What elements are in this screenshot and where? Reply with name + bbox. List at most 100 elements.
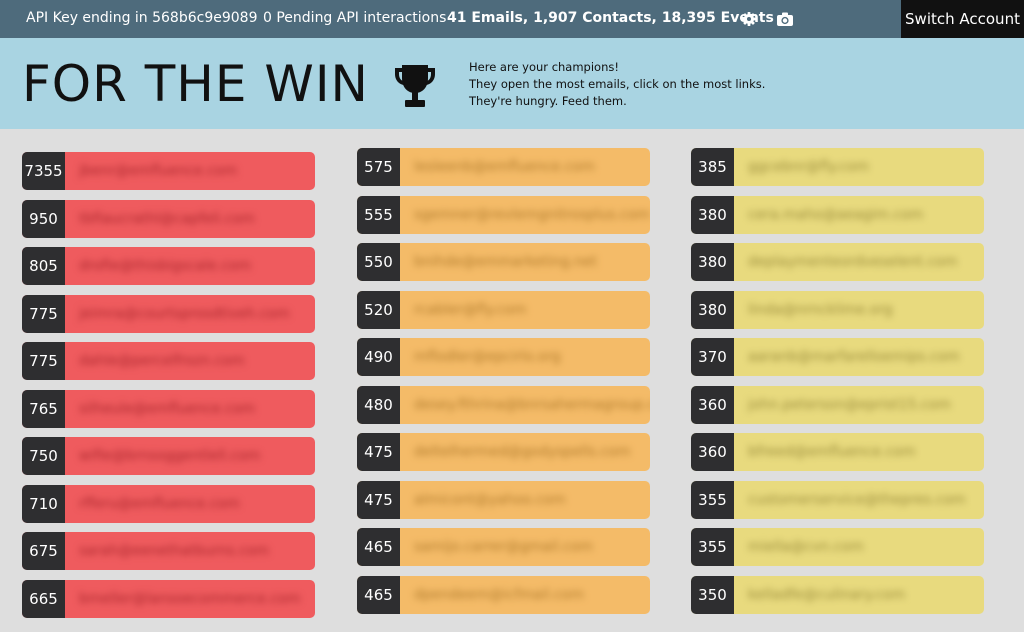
champion-email: samijo.carrer@gmail.com (414, 539, 593, 555)
champion-email: mflodler@epcirlo.org (414, 349, 561, 365)
champion-entry[interactable]: 675 sarah@eenethatburns.com (22, 532, 315, 570)
champion-entry[interactable]: 465 samijo.carrer@gmail.com (357, 528, 650, 566)
champion-score: 555 (357, 195, 400, 234)
champion-entry[interactable]: 475 almicont@yahoo.com (357, 480, 650, 519)
champion-email: deltelhermed@godyspells.com (414, 444, 631, 460)
api-key-label: API Key ending in 568b6c9e9089 (26, 10, 258, 26)
tagline-line: They open the most emails, click on the … (469, 77, 766, 91)
champion-email: deplaymenteordveselent.com (748, 254, 958, 270)
champion-score: 350 (691, 575, 734, 614)
tagline: Here are your champions! They open the m… (469, 59, 765, 110)
camera-icon[interactable] (775, 9, 795, 29)
champion-score: 710 (22, 484, 65, 523)
champion-score: 665 (22, 579, 65, 618)
champion-score: 575 (357, 148, 400, 186)
champion-score: 520 (357, 290, 400, 329)
champion-entry[interactable]: 550 bnihde@emmarketing.net (357, 243, 650, 281)
champion-entry[interactable]: 350 kelladfe@culinary.com (691, 575, 984, 614)
champion-score: 380 (691, 290, 734, 329)
top-bar: API Key ending in 568b6c9e9089 0 Pending… (0, 0, 1024, 38)
champion-entry[interactable]: 380 linda@nrncklime.org (691, 290, 984, 329)
champion-entry[interactable]: 765 silheule@emfluence.com (22, 389, 315, 428)
champion-score: 355 (691, 480, 734, 519)
gear-icon[interactable] (739, 9, 759, 29)
champion-entry[interactable]: 665 bmeller@lansoecommerce.com (22, 579, 315, 618)
champion-score: 465 (357, 575, 400, 614)
champion-email: jeimra@courtsprosdtiveh.com (79, 305, 290, 322)
champion-entry[interactable]: 775 dahle@percelfrozn.com (22, 342, 315, 380)
champion-email: desey.fthrina@bnrsahermagroup.com (414, 396, 650, 413)
champion-entry[interactable]: 360 john.peterson@eprist15.com (691, 385, 984, 424)
champion-entry[interactable]: 385 ggcebnr@fly.com (691, 148, 984, 186)
champion-score: 475 (357, 433, 400, 471)
champion-entry[interactable]: 710 rfferu@emfluence.com (22, 484, 315, 523)
champion-score: 550 (357, 243, 400, 281)
switch-account-button[interactable]: Switch Account (901, 0, 1024, 38)
champion-entry[interactable]: 465 dpendeem@icfmail.com (357, 575, 650, 614)
champion-email: lesleenb@emfluence.com (414, 159, 595, 175)
champion-email: tbfiaucrathl@capfeli.com (79, 210, 255, 227)
champion-score: 805 (22, 247, 65, 285)
champion-email: rcabler@fly.com (414, 301, 527, 318)
champion-score: 385 (691, 148, 734, 186)
champion-email: bmeller@lansoecommerce.com (79, 590, 301, 607)
champion-entry[interactable]: 355 customerservice@thepres.com (691, 480, 984, 519)
champion-email: dahle@percelfrozn.com (79, 353, 245, 369)
champion-entry[interactable]: 575 lesleenb@emfluence.com (357, 148, 650, 186)
champion-entry[interactable]: 355 miella@cvn.com (691, 528, 984, 566)
champion-score: 950 (22, 199, 65, 238)
account-stats-label: 41 Emails, 1,907 Contacts, 18,395 Events (447, 10, 774, 26)
champion-email: linda@nrncklime.org (748, 301, 893, 318)
champion-score: 775 (22, 294, 65, 333)
champion-email: bfreed@emfluence.com (748, 444, 916, 460)
champion-score: 380 (691, 195, 734, 234)
champion-email: silheule@emfluence.com (79, 400, 256, 417)
champion-email: ggcebnr@fly.com (748, 159, 870, 175)
champion-email: almicont@yahoo.com (414, 491, 566, 508)
champion-score: 380 (691, 243, 734, 281)
champion-score: 475 (357, 480, 400, 519)
champion-email: bnihde@emmarketing.net (414, 254, 598, 270)
champion-score: 750 (22, 437, 65, 475)
champion-score: 675 (22, 532, 65, 570)
pending-interactions-label: 0 Pending API interactions (263, 10, 447, 26)
champion-entry[interactable]: 805 drofie@thisbigscale.com (22, 247, 315, 285)
champion-entry[interactable]: 7355 jbenr@emfluence.com (22, 152, 315, 190)
tagline-line: They're hungry. Feed them. (469, 94, 627, 108)
page-title: FOR THE WIN (22, 55, 369, 113)
champion-email: wifie@brnsoggentlell.com (79, 448, 261, 464)
champion-score: 355 (691, 528, 734, 566)
champion-email: dpendeem@icfmail.com (414, 586, 584, 603)
champion-email: cera.maho@aeagim.com (748, 206, 924, 223)
champion-email: kelladfe@culinary.com (748, 586, 906, 603)
champion-entry[interactable]: 490 mflodler@epcirlo.org (357, 338, 650, 376)
champion-email: rfferu@emfluence.com (79, 495, 240, 512)
champion-score: 370 (691, 338, 734, 376)
champion-email: jbenr@emfluence.com (79, 163, 238, 179)
champion-entry[interactable]: 775 jeimra@courtsprosdtiveh.com (22, 294, 315, 333)
champion-score: 360 (691, 385, 734, 424)
champion-entry[interactable]: 950 tbfiaucrathl@capfeli.com (22, 199, 315, 238)
tagline-line: Here are your champions! (469, 60, 619, 74)
champion-score: 465 (357, 528, 400, 566)
champion-email: drofie@thisbigscale.com (79, 258, 251, 274)
champion-email: aaranb@marfarelloemips.com (748, 349, 960, 365)
champion-entry[interactable]: 370 aaranb@marfarelloemips.com (691, 338, 984, 376)
champion-score: 765 (22, 389, 65, 428)
champion-entry[interactable]: 520 rcabler@fly.com (357, 290, 650, 329)
champion-entry[interactable]: 480 desey.fthrina@bnrsahermagroup.com (357, 385, 650, 424)
champion-entry[interactable]: 380 cera.maho@aeagim.com (691, 195, 984, 234)
champion-score: 490 (357, 338, 400, 376)
champion-entry[interactable]: 360 bfreed@emfluence.com (691, 433, 984, 471)
champion-email: sarah@eenethatburns.com (79, 543, 270, 559)
champion-entry[interactable]: 380 deplaymenteordveselent.com (691, 243, 984, 281)
champion-score: 480 (357, 385, 400, 424)
champion-score: 7355 (22, 152, 65, 190)
champion-email: miella@cvn.com (748, 539, 864, 555)
trophy-icon (389, 60, 441, 112)
champion-entry[interactable]: 475 deltelhermed@godyspells.com (357, 433, 650, 471)
champion-entry[interactable]: 750 wifie@brnsoggentlell.com (22, 437, 315, 475)
champion-email: john.peterson@eprist15.com (748, 396, 951, 413)
champions-board: 7355 jbenr@emfluence.com 950 tbfiaucrathl@c… (0, 129, 1024, 632)
champion-entry[interactable]: 555 sgemner@revlemgnitrosplus.com (357, 195, 650, 234)
